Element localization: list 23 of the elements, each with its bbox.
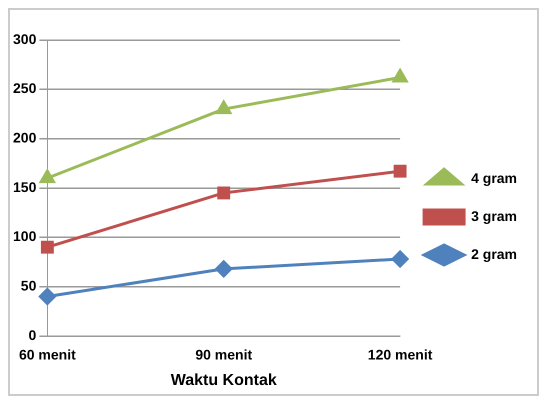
point: [392, 68, 408, 82]
y-tick-label: 100: [13, 228, 37, 244]
point: [216, 100, 232, 114]
point: [217, 186, 230, 200]
point: [38, 288, 56, 306]
legend-label: 3 gram: [471, 208, 518, 224]
point: [215, 260, 232, 278]
point: [392, 250, 409, 268]
point: [394, 164, 407, 178]
x-tick-label: 90 menit: [195, 346, 252, 362]
y-tick-label: 200: [13, 130, 37, 146]
x-tick-label: 120 menit: [368, 346, 433, 362]
legend-label: 4 gram: [471, 170, 518, 186]
y-tick-label: 250: [13, 80, 37, 96]
x-tick-label: 60 menit: [18, 346, 76, 362]
x-axis-title: Waktu Kontak: [170, 372, 277, 389]
y-tick-label: 300: [13, 30, 37, 47]
legend-label: 2 gram: [471, 246, 518, 262]
y-tick-label: 150: [13, 178, 37, 195]
point: [40, 240, 54, 254]
y-tick-label: 50: [20, 278, 37, 294]
y-tick-label: 0: [28, 326, 37, 343]
point: [40, 170, 55, 184]
